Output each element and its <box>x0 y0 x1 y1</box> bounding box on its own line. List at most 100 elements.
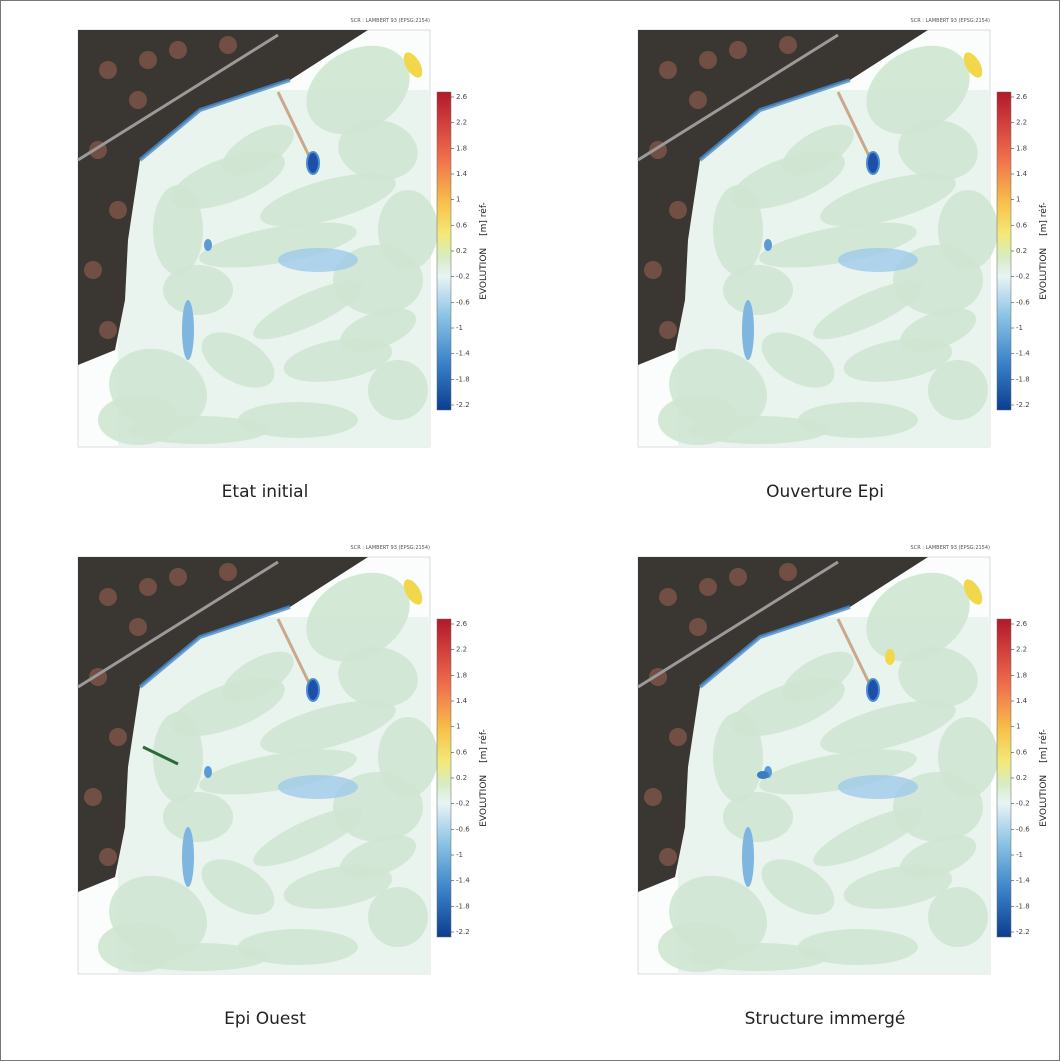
colorbar-tick-label: 0.6 <box>1016 221 1028 229</box>
colorbar-label-part: EVOLUTION <box>1039 775 1049 827</box>
colorbar-tick-label: -0.6 <box>1016 825 1030 833</box>
land-detail <box>109 728 127 746</box>
colorbar-tick-label: 1.4 <box>1016 697 1028 705</box>
colorbar-tick-label: 0.6 <box>456 748 468 756</box>
colorbar-tick-label: -1 <box>456 851 463 859</box>
land-detail <box>669 201 687 219</box>
sediment-patch <box>723 792 793 842</box>
colorbar-tick-label: 0.2 <box>1016 774 1027 782</box>
colorbar-tick-label: 1 <box>456 723 460 731</box>
colorbar-tick-label: -1.8 <box>456 902 470 910</box>
land-detail <box>129 618 147 636</box>
land-detail <box>99 848 117 866</box>
land-detail <box>699 578 717 596</box>
colorbar <box>436 618 452 938</box>
sediment-patch <box>260 700 396 754</box>
colorbar-tick-label: 2.6 <box>456 93 468 101</box>
sediment-patch <box>98 395 178 445</box>
sediment-patch <box>338 646 418 708</box>
colorbar-tick-label: 0.2 <box>456 774 467 782</box>
sediment-patch <box>938 717 998 797</box>
erosion <box>742 300 754 360</box>
west-groyne <box>142 745 179 766</box>
sediment-patch <box>798 929 918 965</box>
colorbar-tick-label: 1.8 <box>1016 671 1027 679</box>
colorbar-tick-label: 1.8 <box>1016 144 1027 152</box>
colorbar-tick-label: -1.8 <box>1016 902 1030 910</box>
colorbar-tick-label: -1.4 <box>456 350 470 358</box>
land-detail <box>669 728 687 746</box>
land-detail <box>699 51 717 69</box>
sediment-patch <box>253 280 363 340</box>
sediment-patch <box>201 332 275 388</box>
map <box>77 556 438 975</box>
panel: SCR : LAMBERT 93 (EPSG:2154) 2.6 2.2 1.8 1.4… <box>637 545 1049 1029</box>
sediment-patch <box>928 360 988 420</box>
sediment-patch <box>713 712 763 802</box>
land-detail <box>659 588 677 606</box>
erosion <box>182 827 194 887</box>
colorbar-tick-label: 0.2 <box>456 247 467 255</box>
sediment-patch <box>898 119 978 181</box>
sediment-patch <box>820 173 956 227</box>
sediment-patch <box>378 190 438 270</box>
colorbar-tick-label: -2.2 <box>456 401 470 409</box>
colorbar-tick-label: -1 <box>1016 324 1023 332</box>
sediment-patch <box>153 185 203 275</box>
sediment-patch <box>306 45 410 135</box>
erosion <box>278 248 358 272</box>
land-detail <box>219 563 237 581</box>
colorbar-tick-label: 2.2 <box>456 119 467 127</box>
sediment-patch <box>260 173 396 227</box>
accretion <box>885 649 895 665</box>
panel-title: Structure immergé <box>745 1009 906 1029</box>
sediment-patch <box>339 835 417 879</box>
sediment-patch <box>658 395 738 445</box>
road <box>77 560 279 689</box>
accretion <box>963 579 983 605</box>
land-detail <box>109 201 127 219</box>
colorbar-tick-label: 1.8 <box>456 671 467 679</box>
sediment-patch <box>713 185 763 275</box>
panel: SCR : LAMBERT 93 (EPSG:2154) 2.6 2.2 1.8 1.4… <box>637 18 1049 502</box>
erosion <box>204 239 212 251</box>
sediment-patch <box>368 887 428 947</box>
sediment-patch <box>378 717 438 797</box>
land-detail <box>169 41 187 59</box>
colorbar <box>996 91 1012 411</box>
colorbar-tick-label: 1.8 <box>456 144 467 152</box>
sediment-patch <box>98 922 178 972</box>
sediment-patch <box>813 807 923 867</box>
sediment-patch <box>658 922 738 972</box>
colorbar-tick-label: 1.4 <box>456 170 468 178</box>
sediment-patch <box>368 360 428 420</box>
colorbar-tick-label: 2.2 <box>1016 646 1027 654</box>
colorbar <box>996 618 1012 938</box>
colorbar-tick-label: -1.4 <box>456 877 470 885</box>
groyne <box>276 91 313 161</box>
scour <box>306 678 320 702</box>
map <box>637 29 998 448</box>
colorbar-tick-label: -1 <box>1016 851 1023 859</box>
crs-label: SCR : LAMBERT 93 (EPSG:2154) <box>351 545 431 551</box>
land-detail <box>99 61 117 79</box>
land-detail <box>99 321 117 339</box>
sediment-patch <box>163 265 233 315</box>
colorbar-tick-label: -1.8 <box>1016 375 1030 383</box>
colorbar-tick-label: 1 <box>1016 196 1020 204</box>
road <box>637 33 839 162</box>
sediment-patch <box>153 712 203 802</box>
land-detail <box>729 568 747 586</box>
map <box>77 29 438 448</box>
groyne <box>276 618 313 688</box>
colorbar-tick-label: 2.6 <box>1016 620 1028 628</box>
sediment-patch <box>866 45 970 135</box>
sediment-patch <box>338 119 418 181</box>
coast-erosion <box>698 78 851 162</box>
colorbar-tick-label: -1.4 <box>1016 350 1030 358</box>
road <box>77 33 279 162</box>
panel-title: Epi Ouest <box>224 1009 306 1029</box>
colorbar-label-part: EVOLUTION <box>479 775 489 827</box>
erosion <box>757 771 769 779</box>
colorbar-tick-label: -1.8 <box>456 375 470 383</box>
